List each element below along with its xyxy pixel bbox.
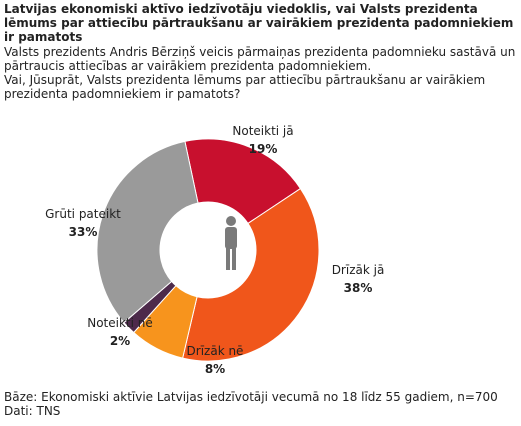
slice-label: Drīzāk jā — [332, 263, 385, 277]
value-label: 33% — [69, 225, 98, 239]
slices — [96, 138, 320, 362]
slice-label: Grūti pateikt — [45, 207, 121, 221]
footnote: Dati: TNS — [4, 404, 61, 418]
slice — [182, 187, 320, 362]
subtitle-line: Valsts prezidents Andris Bērziņš veicis … — [4, 45, 516, 73]
value-label: 38% — [344, 281, 373, 295]
subtitle: Valsts prezidents Andris Bērziņš veicis … — [4, 45, 516, 101]
footnote: Bāze: Ekonomiski aktīvie Latvijas iedzīv… — [4, 390, 498, 404]
footnotes: Bāze: Ekonomiski aktīvie Latvijas iedzīv… — [4, 390, 519, 418]
subtitle-line: Vai, Jūsuprāt, Valsts prezidenta lēmums … — [4, 73, 486, 101]
value-label: 2% — [110, 334, 130, 348]
slice-label: Noteikti nē — [87, 316, 153, 330]
slice — [96, 140, 199, 324]
chart-title: Latvijas ekonomiski aktīvo iedzīvotāju v… — [4, 2, 514, 44]
slice — [184, 138, 302, 225]
slice-label: Noteikti jā — [232, 124, 293, 138]
value-label: 8% — [205, 362, 225, 376]
slice-label: Drīzāk nē — [187, 344, 244, 358]
value-label: 19% — [249, 142, 278, 156]
person-icon — [225, 216, 237, 270]
